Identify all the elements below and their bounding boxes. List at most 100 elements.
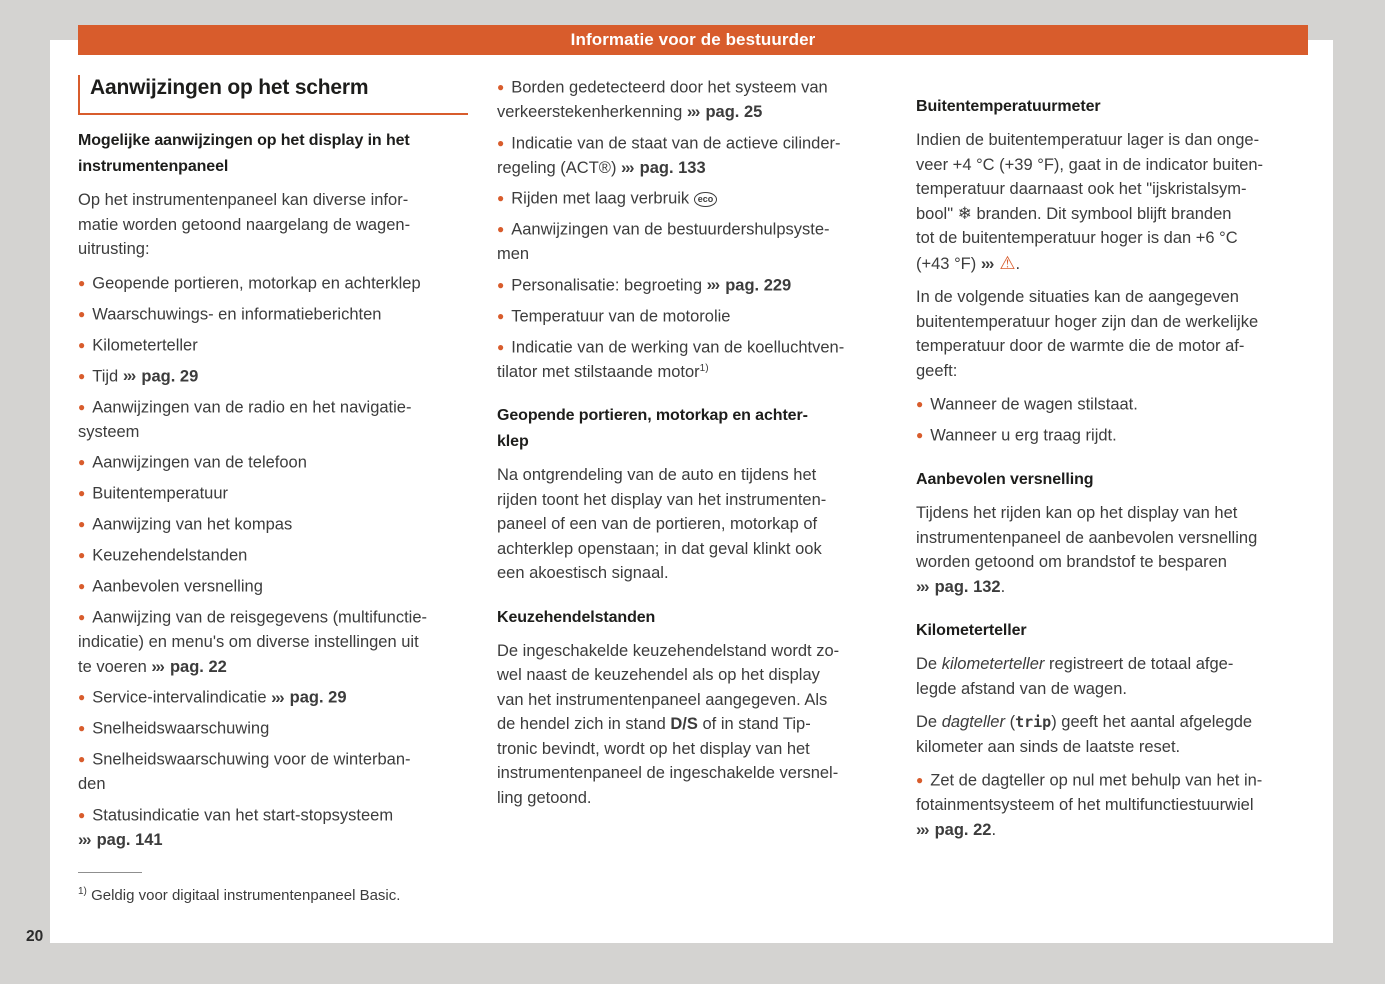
bullet-icon: ●: [497, 222, 505, 236]
footnote: 1) Geldig voor digitaal instrumentenpane…: [78, 872, 400, 907]
footnote-text: Geldig voor digitaal instrumentenpaneel …: [91, 887, 401, 904]
bullet-icon: ●: [78, 721, 86, 735]
bullet-item: ● Aanwijzing van de reisgegevens (multifu…: [78, 608, 428, 676]
bullet-icon: ●: [78, 579, 86, 593]
bullet-item: ● Snelheidswaarschuwing voor de winterban…: [78, 750, 411, 794]
bullet-icon: ●: [497, 277, 505, 292]
bullet-icon: ●: [497, 339, 505, 354]
text-bold: pag. 229: [725, 276, 792, 294]
bullet-item: ● Borden gedetecteerd door het systeem va…: [497, 78, 828, 122]
bullet-icon: ●: [497, 135, 505, 150]
section-heading-label: Aanwijzingen op het scherm: [90, 76, 369, 99]
column-right-blocks: Buitentemperatuurmeter Indien de buitente…: [916, 94, 1306, 842]
text-mono: trip: [1015, 713, 1052, 731]
cross-reference-chevrons-icon: ›››: [122, 367, 136, 385]
bullet-item: ● Service-intervalindicatie ››› pag. 29: [78, 688, 347, 707]
text-bold: pag. 141: [96, 830, 163, 849]
paragraph: De kilometerteller registreert de totaal…: [916, 655, 1234, 698]
bullet-icon: ●: [497, 308, 505, 323]
column-heading: Kilometerteller: [916, 622, 1027, 639]
bullet-icon: ●: [78, 548, 86, 562]
page-number: 20: [26, 928, 44, 945]
text-bold: D/S: [670, 715, 698, 733]
footnote-marker: 1): [78, 886, 87, 897]
bullet-icon: ●: [78, 306, 86, 321]
bullet-item: ● Indicatie van de werking van de koelluc…: [497, 338, 845, 381]
document-page: Informatie voor de bestuurder Aanwijzing…: [50, 25, 1333, 943]
cross-reference-chevrons-icon: ›››: [706, 276, 720, 294]
column-heading: Mogelijke aanwijzingen op het display in…: [78, 132, 410, 175]
cross-reference-chevrons-icon: ›››: [686, 103, 700, 121]
bullet-item: ● Tijd ››› pag. 29: [78, 367, 199, 385]
paragraph: In de volgende situaties kan de aangegev…: [916, 288, 1259, 380]
bullet-icon: ●: [497, 191, 505, 205]
bullet-icon: ●: [78, 690, 86, 704]
text-bold: pag. 133: [639, 158, 706, 177]
column-right: Buitentemperatuurmeter Indien de buitente…: [916, 75, 1306, 858]
bullet-icon: ●: [78, 455, 86, 469]
bullet-item: ● Personalisatie: begroeting ››› pag. 229: [497, 276, 792, 294]
bullet-item: ● Kilometerteller: [78, 336, 198, 354]
paragraph: Indien de buitentemperatuur lager is dan…: [916, 131, 1264, 273]
cross-reference-chevrons-icon: ›››: [916, 820, 929, 839]
cross-reference-chevrons-icon: ›››: [621, 158, 634, 177]
text-italic: kilometerteller: [941, 655, 1045, 673]
bullet-item: ● Aanwijzingen van de bestuurdershulpsyst…: [497, 220, 830, 264]
footnote-divider: [78, 872, 142, 873]
bullet-icon: ●: [78, 275, 86, 290]
column-left-blocks: Mogelijke aanwijzingen op het display in…: [78, 128, 468, 852]
bullet-icon: ●: [78, 368, 86, 383]
paragraph: Tijdens het rijden kan op het display va…: [916, 504, 1258, 596]
bullet-item: ● Rijden met laag verbruik eco: [497, 186, 887, 211]
bullet-item: ● Indicatie van de staat van de actieve c…: [497, 134, 841, 177]
cross-reference-chevrons-icon: ›››: [151, 657, 164, 676]
bullet-icon: ●: [78, 399, 86, 414]
column-left: Aanwijzingen op het scherm Mogelijke aan…: [78, 75, 468, 858]
paragraph: Na ontgrendeling van de auto en tijdens …: [497, 466, 827, 582]
cross-reference-chevrons-icon: ›››: [271, 688, 284, 707]
bullet-icon: ●: [78, 807, 86, 822]
paragraph: De dagteller (trip) geeft het aantal afg…: [916, 713, 1253, 756]
text-bold: pag. 22: [169, 657, 227, 676]
bullet-icon: ●: [916, 397, 924, 411]
bullet-icon: ●: [78, 517, 86, 531]
section-heading: Aanwijzingen op het scherm: [78, 75, 468, 115]
bullet-item: ● Zet de dagteller op nul met behulp van …: [916, 771, 1263, 839]
bullet-icon: ●: [916, 773, 924, 787]
paragraph: Op het instrumentenpaneel kan diverse in…: [78, 191, 411, 258]
footnote-reference-marker: 1): [699, 362, 709, 374]
bullet-icon: ●: [78, 752, 86, 766]
bullet-item: ● Snelheidswaarschuwing: [78, 719, 270, 738]
column-heading: Buitentemperatuurmeter: [916, 98, 1101, 115]
snowflake-icon: ❄: [957, 203, 972, 223]
text-bold: pag. 22: [934, 820, 992, 839]
cross-reference-chevrons-icon: ›››: [78, 830, 91, 849]
bullet-item: ● Waarschuwings- en informatieberichten: [78, 305, 382, 323]
bullet-icon: ●: [78, 610, 86, 624]
bullet-item: ● Temperatuur van de motorolie: [497, 307, 731, 325]
eco-icon: eco: [693, 191, 718, 207]
bullet-item: ● Buitentemperatuur: [78, 484, 228, 503]
bullet-item: ● Geopende portieren, motorkap en achterk…: [78, 274, 421, 292]
text-italic: dagteller: [941, 713, 1005, 731]
page-header-title: Informatie voor de bestuurder: [570, 30, 816, 49]
bullet-icon: ●: [78, 486, 86, 500]
bullet-item: ● Aanwijzingen van de radio en het naviga…: [78, 398, 412, 441]
text-bold: pag. 25: [705, 103, 763, 121]
text-bold: pag. 132: [934, 577, 1001, 596]
bullet-icon: ●: [497, 80, 505, 94]
bullet-item: ● Wanneer u erg traag rijdt.: [916, 426, 1117, 445]
page-content: Aanwijzingen op het scherm Mogelijke aan…: [78, 75, 1306, 858]
text-bold: pag. 29: [289, 688, 347, 707]
bullet-item: ● Wanneer de wagen stilstaat.: [916, 395, 1138, 414]
bullet-icon: ●: [916, 428, 924, 442]
bullet-icon: ●: [78, 337, 86, 352]
text-bold: pag. 29: [141, 367, 199, 385]
bullet-item: ● Aanbevolen versnelling: [78, 577, 263, 596]
cross-reference-chevrons-icon: ›››: [916, 577, 929, 596]
bullet-item: ● Aanwijzingen van de telefoon: [78, 453, 307, 472]
paragraph: De ingeschakelde keuzehendelstand wordt …: [497, 641, 840, 807]
bullet-item: ● Keuzehendelstanden: [78, 546, 248, 565]
warning-icon: ⚠: [999, 252, 1016, 273]
